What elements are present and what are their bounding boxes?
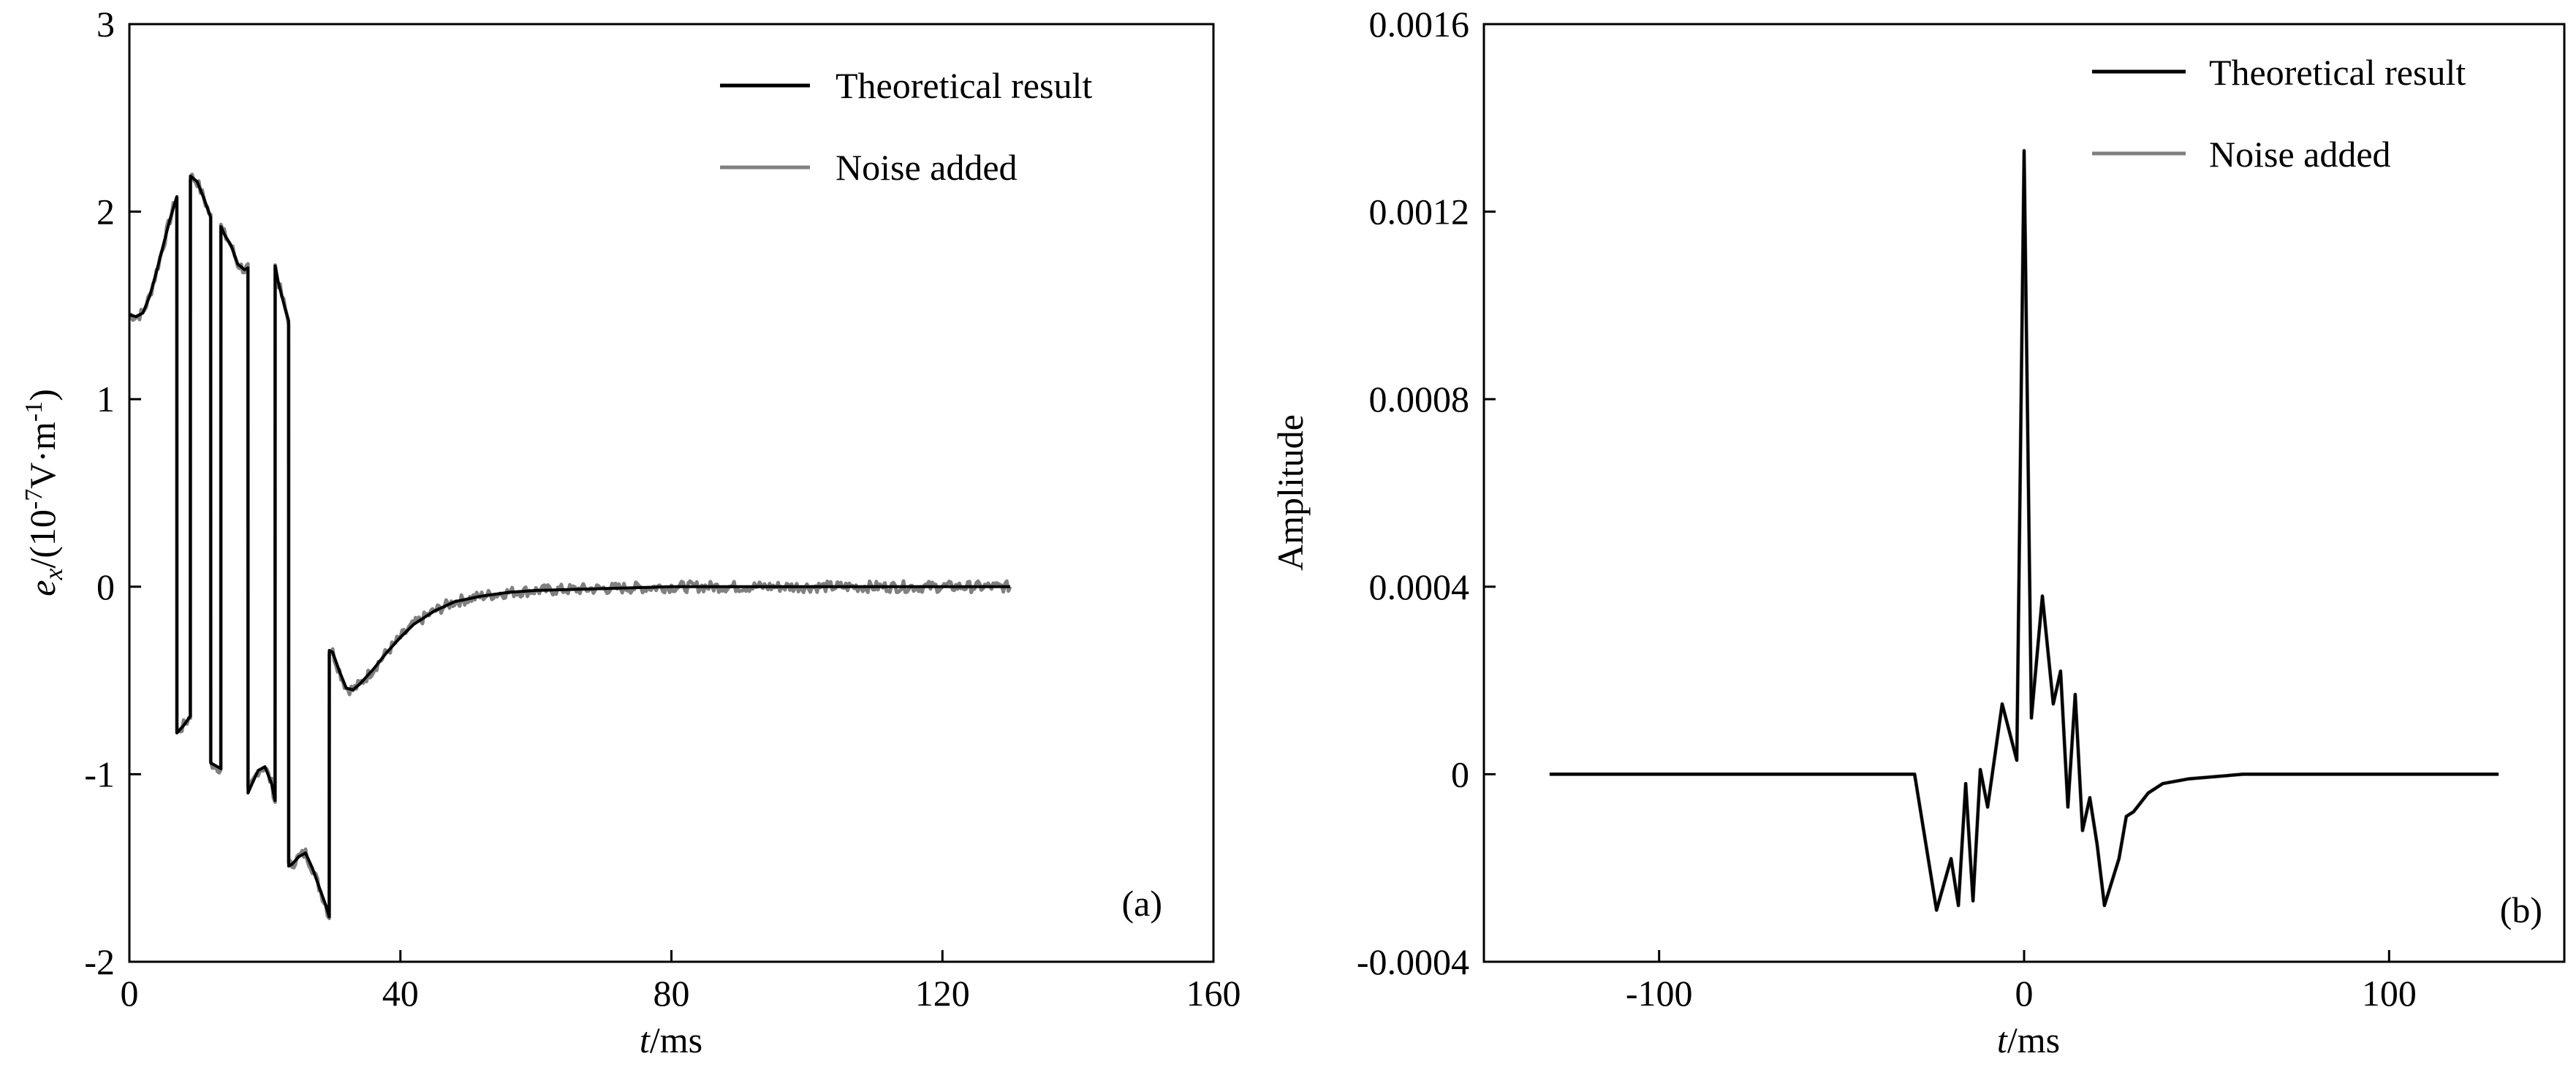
y-tick-label: 2 xyxy=(96,191,115,232)
y-tick-label: -1 xyxy=(84,753,115,794)
x-tick-label: 40 xyxy=(382,973,419,1014)
x-tick-label: 80 xyxy=(654,973,690,1014)
x-tick-label: 160 xyxy=(1186,973,1241,1014)
x-axis-a: 0 40 80 120 160 xyxy=(121,950,1241,1014)
y-tick-label: 0 xyxy=(1451,753,1469,794)
y-tick-label: -0.0004 xyxy=(1357,941,1469,982)
y-axis-a: -2 -1 0 1 2 3 xyxy=(84,4,141,982)
legend-label-noise-b: Noise added xyxy=(2209,134,2391,175)
series-line-theoretical-result xyxy=(1549,149,2499,912)
y-axis-b: -0.0004 0 0.0004 0.0008 0.0012 0.0016 xyxy=(1357,4,1496,982)
legend-label-noise-a: Noise added xyxy=(836,147,1018,188)
chart-panel-a: 0 40 80 120 160 -2 -1 0 1 2 3 t/ms ex/(10-7V·m-1)… xyxy=(20,4,1241,1060)
legend-label-theoretical-b: Theoretical result xyxy=(2209,52,2466,93)
y-tick-label: 0.0004 xyxy=(1369,566,1470,607)
chart-panel-b: -100 0 100 -0.0004 0 0.0004 0.0008 0.0012 0.001… xyxy=(1270,4,2566,1060)
plot-area-a xyxy=(129,172,1012,921)
x-axis-title-b: t/ms xyxy=(1997,1019,2060,1060)
y-axis-title-a: ex/(10-7V·m-1) xyxy=(20,389,68,596)
x-tick-label: -100 xyxy=(1626,973,1693,1014)
x-tick-label: 120 xyxy=(915,973,970,1014)
y-tick-label: 1 xyxy=(96,379,115,419)
x-tick-label: 0 xyxy=(2015,973,2034,1014)
y-axis-title-b: Amplitude xyxy=(1270,414,1311,571)
x-tick-label: 100 xyxy=(2362,973,2417,1014)
series-line-theoretical-result xyxy=(129,174,1010,919)
y-tick-label: 0 xyxy=(96,566,115,607)
legend-a: Theoretical result Noise added xyxy=(720,65,1092,188)
plot-frame-a xyxy=(128,23,1215,963)
x-axis-b: -100 0 100 xyxy=(1626,950,2417,1014)
y-tick-label: 0.0016 xyxy=(1369,4,1470,45)
y-tick-label: -2 xyxy=(84,941,115,982)
y-tick-label: 0.0008 xyxy=(1369,379,1470,419)
panel-label-a: (a) xyxy=(1122,883,1163,924)
legend-label-theoretical-a: Theoretical result xyxy=(836,65,1092,106)
legend-b: Theoretical result Noise added xyxy=(2092,52,2466,175)
plot-area-b xyxy=(1549,148,2499,912)
y-tick-label: 0.0012 xyxy=(1369,191,1470,232)
y-tick-label: 3 xyxy=(96,4,115,45)
panel-label-b: (b) xyxy=(2500,889,2542,930)
x-axis-title-a: t/ms xyxy=(640,1019,702,1060)
series-line-noise-added xyxy=(129,172,1012,921)
x-tick-label: 0 xyxy=(121,973,139,1014)
